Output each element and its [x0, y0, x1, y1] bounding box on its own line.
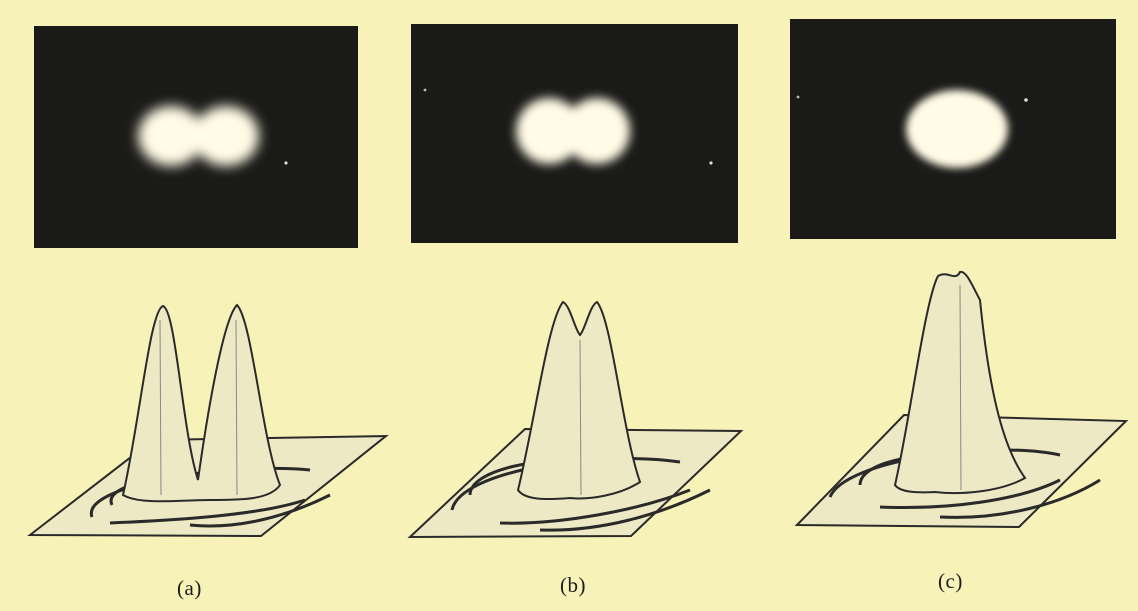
caption-b: (b): [560, 573, 586, 597]
profile-surface-b: [407, 300, 744, 539]
photo-panel-a: [34, 26, 358, 248]
caption-c: (c): [938, 569, 963, 593]
spot-single-merged: [796, 90, 1028, 168]
photo-panel-c: [790, 19, 1116, 239]
spot-pair-separated: [138, 106, 288, 166]
profile-surface-a: [27, 303, 389, 538]
spot-pair-overlapping: [423, 88, 713, 165]
photo-panel-b: [411, 24, 738, 243]
caption-a: (a): [177, 576, 202, 600]
profile-surface-c: [794, 270, 1129, 529]
